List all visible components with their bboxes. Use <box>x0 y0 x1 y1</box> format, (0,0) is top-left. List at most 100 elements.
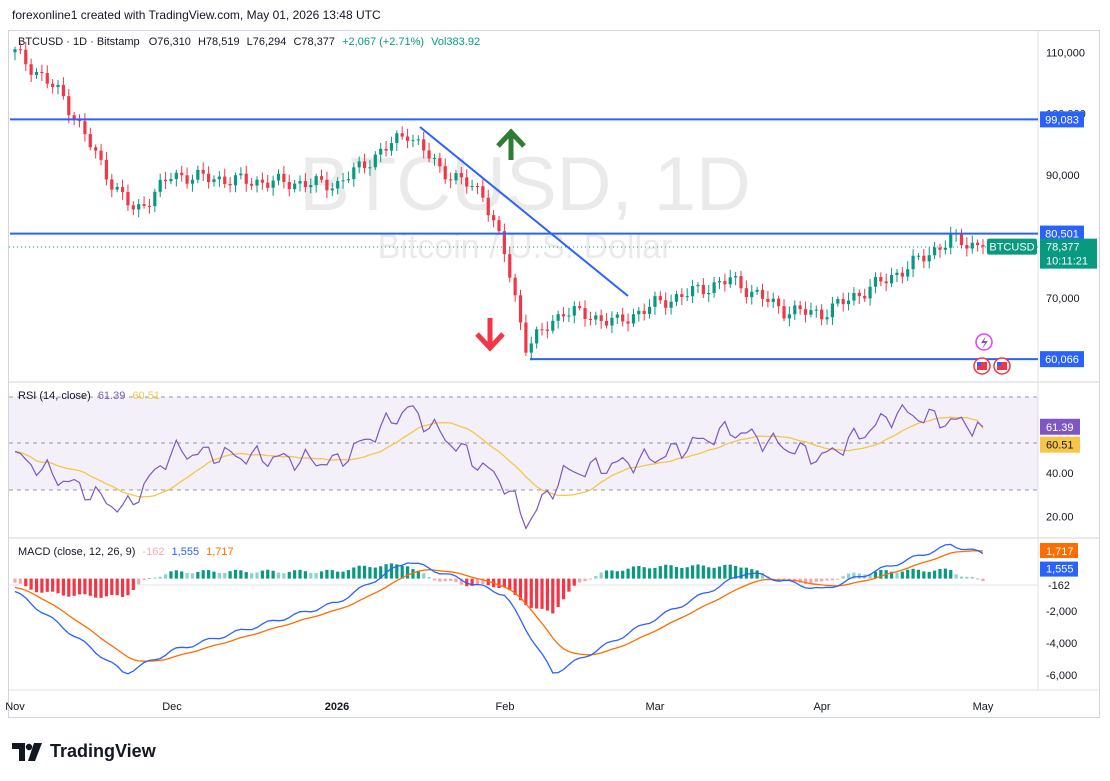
level-label-box <box>1040 225 1084 242</box>
macd-title[interactable]: MACD (close, 12, 26, 9) -162 1,555 1,717 <box>18 546 234 558</box>
macd-histogram-bar <box>691 565 695 579</box>
macd-axis-tick: -4,000 <box>1046 638 1077 650</box>
candle-body <box>454 173 458 181</box>
macd-histogram-bar <box>319 571 324 579</box>
candle-body <box>373 154 377 168</box>
macd-histogram-bar <box>594 576 598 579</box>
macd-histogram-bar <box>212 571 216 579</box>
macd-histogram-bar <box>18 578 22 584</box>
macd-histogram-bar <box>653 567 657 579</box>
macd-histogram-bar <box>717 566 722 579</box>
macd-histogram-bar <box>233 569 238 579</box>
candle-body <box>502 231 506 255</box>
symbol-name[interactable]: BTCUSD · 1D · Bitstamp <box>18 36 140 48</box>
last-price-countdown: 10:11:21 <box>1046 256 1088 268</box>
candle-body <box>29 64 33 75</box>
candle-body <box>895 272 899 275</box>
candle-body <box>492 215 496 221</box>
economic-event-flag-icon[interactable] <box>993 357 1011 375</box>
candle-body <box>228 183 232 186</box>
macd-histogram-bar <box>518 578 523 601</box>
down-arrow-icon <box>475 318 505 352</box>
macd-histogram-bar <box>712 567 716 579</box>
macd-histogram-bar <box>481 578 485 584</box>
candle-body <box>911 255 915 270</box>
macd-histogram-bar <box>325 569 329 579</box>
last-price-box <box>1040 238 1097 269</box>
macd-histogram-bar <box>465 578 469 587</box>
candle-body <box>545 329 549 331</box>
macd-histogram-bar <box>615 571 619 579</box>
macd-histogram-bar <box>922 571 926 579</box>
macd-histogram-bar <box>228 571 232 579</box>
candle-body <box>99 150 103 160</box>
candle-body <box>766 298 770 302</box>
candle-body <box>599 315 603 321</box>
macd-histogram-bar <box>949 570 953 579</box>
macd-histogram-bar <box>889 571 894 579</box>
rsi-title[interactable]: RSI (14, close) 61.39 60.51 <box>18 390 160 402</box>
candle-body <box>115 186 119 190</box>
macd-histogram-bar <box>309 572 313 579</box>
macd-histogram-bar <box>906 569 910 579</box>
candle-body <box>830 303 835 318</box>
candle-body <box>771 298 775 302</box>
candle-body <box>163 179 168 182</box>
macd-histogram-bar <box>868 573 872 579</box>
candle-body <box>24 49 28 65</box>
candle-body <box>400 133 404 137</box>
rsi-series <box>14 403 984 530</box>
candle-body <box>734 276 738 278</box>
candle-body <box>405 136 410 141</box>
macd-signal-line <box>14 550 984 662</box>
candle-body <box>88 134 92 148</box>
macd-histogram-bar <box>400 565 404 579</box>
last-price-symbol-box <box>987 238 1037 255</box>
macd-histogram-bar <box>276 572 281 579</box>
candle-body <box>535 329 539 344</box>
macd-histogram-bar <box>809 578 813 584</box>
macd-histogram-bar <box>610 570 614 579</box>
economic-event-flag-icon[interactable] <box>973 357 991 375</box>
macd-histogram-bar <box>438 578 442 582</box>
candle-body <box>207 173 211 183</box>
macd-histogram-bar <box>217 573 221 579</box>
candle-body <box>959 233 964 246</box>
candle-body <box>524 322 528 353</box>
macd-histogram-bar <box>470 578 474 586</box>
descending-trendline[interactable] <box>419 126 629 297</box>
macd-histogram-bar <box>674 566 679 579</box>
macd-histogram-bar <box>739 567 743 579</box>
candle-body <box>889 274 894 284</box>
candle-body <box>658 296 662 301</box>
macd-histogram-bar <box>190 573 195 579</box>
candle-body <box>432 158 437 160</box>
candle-body <box>803 309 808 315</box>
candle-body <box>943 247 947 250</box>
macd-histogram-bar <box>572 578 576 586</box>
candle-body <box>422 139 426 151</box>
macd-histogram-bar <box>583 578 587 582</box>
rsi-band <box>9 397 1038 490</box>
macd-histogram-bar <box>266 569 270 579</box>
candle-body <box>669 301 673 308</box>
time-axis-tick: Nov <box>5 701 25 713</box>
up-arrow-icon <box>496 128 526 160</box>
time-axis-tick: 2026 <box>325 701 349 713</box>
candle-body <box>621 314 625 322</box>
candle-body <box>900 272 904 277</box>
candle-body <box>244 173 248 184</box>
macd-histogram-bar <box>604 570 609 579</box>
macd-histogram-bar <box>551 578 555 614</box>
event-lightning-icon[interactable] <box>975 333 993 351</box>
candle-body <box>330 188 334 191</box>
candle-body <box>637 310 641 315</box>
candle-body <box>631 314 636 324</box>
macd-histogram-bar <box>298 569 302 579</box>
macd-signal-label: 1,717 <box>1046 546 1074 558</box>
candle-body <box>793 305 797 315</box>
candle-body <box>852 292 856 301</box>
macd-histogram-bar <box>803 578 808 585</box>
macd-histogram-bar <box>965 576 969 579</box>
